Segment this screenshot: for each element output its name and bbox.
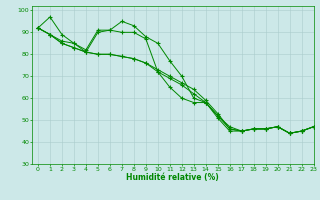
X-axis label: Humidité relative (%): Humidité relative (%) xyxy=(126,173,219,182)
